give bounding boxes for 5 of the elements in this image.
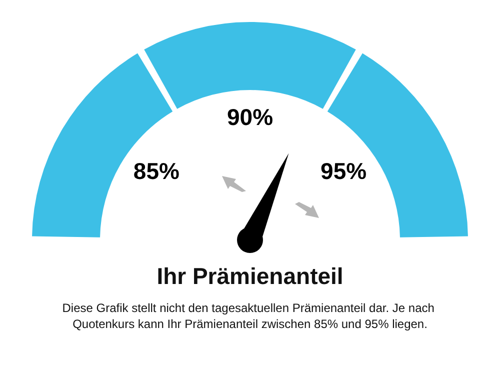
slice-label: 90%: [226, 104, 274, 130]
text: Ihr Prämienanteil: [156, 263, 344, 289]
slice-label: 95%: [320, 158, 367, 184]
text: Diese Grafik stellt nicht den tagesaktuellen Prämienanteil dar. Je nach Quotenkurs kann Ihr Prämienanteil zwischen 85% und 95% liegen.: [62, 301, 438, 331]
slice-label: 85%: [133, 158, 180, 184]
